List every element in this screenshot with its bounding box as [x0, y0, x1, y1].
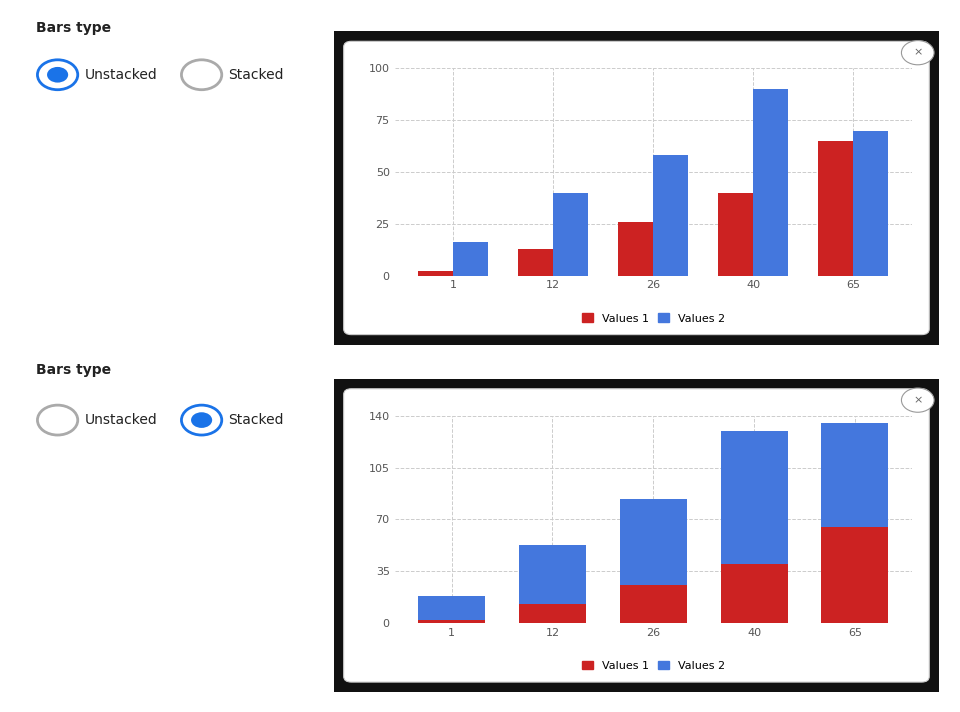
Bar	[620, 585, 686, 623]
Bar	[553, 193, 588, 276]
Legend: Values 1, Values 2: Values 1, Values 2	[577, 309, 730, 328]
Legend: Values 1, Values 2: Values 1, Values 2	[577, 656, 730, 676]
Bar	[853, 130, 889, 276]
Text: Stacked: Stacked	[228, 68, 284, 82]
Bar	[819, 141, 853, 276]
Text: Unstacked: Unstacked	[84, 413, 157, 427]
Bar	[721, 564, 787, 623]
Text: Bars type: Bars type	[36, 363, 111, 377]
Bar	[518, 248, 553, 276]
Bar	[419, 271, 453, 276]
Bar	[419, 597, 485, 620]
Text: ×: ×	[913, 48, 923, 58]
Bar	[519, 545, 586, 604]
Bar	[453, 242, 488, 276]
Bar	[419, 620, 485, 623]
Bar	[822, 527, 889, 623]
Bar	[653, 155, 688, 276]
Bar	[618, 221, 654, 276]
Bar	[620, 498, 686, 585]
Bar	[519, 604, 586, 623]
Text: Stacked: Stacked	[228, 413, 284, 427]
Text: ×: ×	[913, 395, 923, 405]
Bar	[718, 193, 754, 276]
Text: Unstacked: Unstacked	[84, 68, 157, 82]
Text: Bars type: Bars type	[36, 21, 111, 36]
Bar	[822, 423, 889, 527]
Bar	[754, 89, 788, 276]
Bar	[721, 431, 787, 564]
